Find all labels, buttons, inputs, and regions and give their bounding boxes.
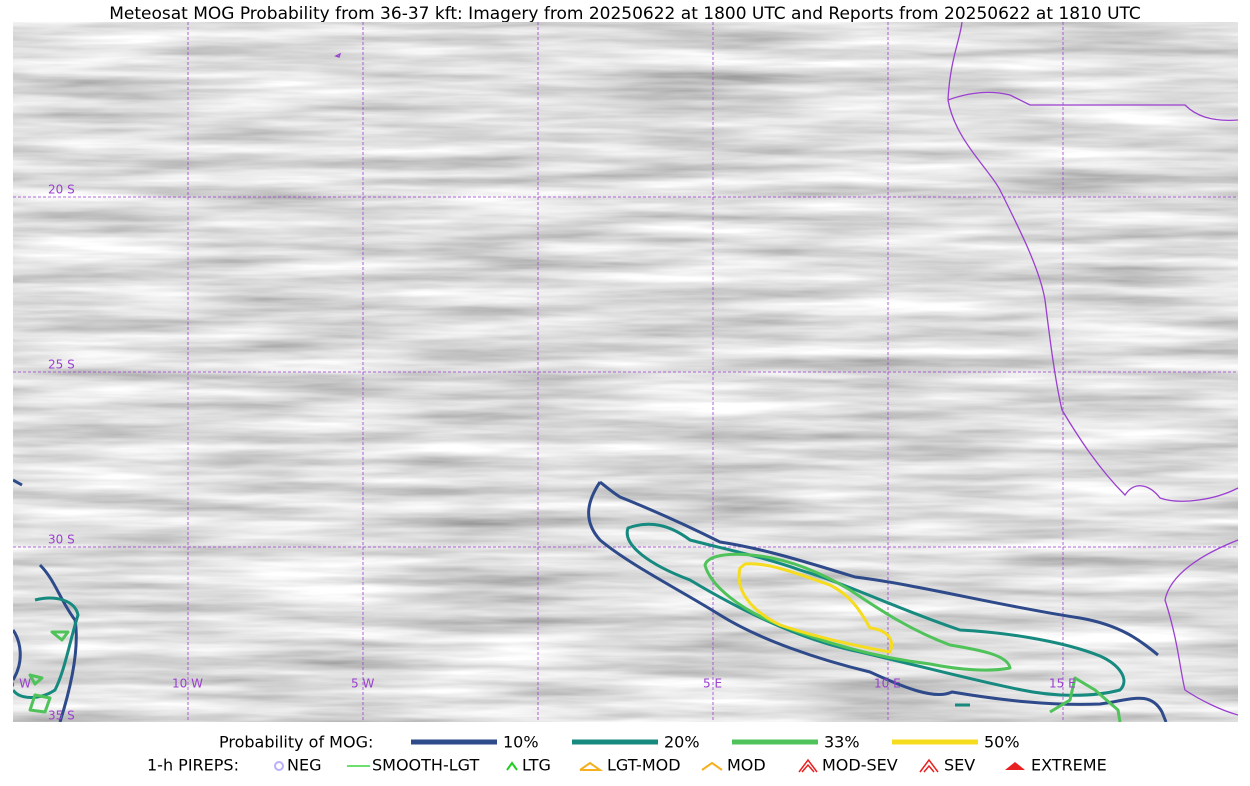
legend-title: 1-h PIREPS:: [147, 756, 239, 775]
graticule: [13, 22, 1238, 722]
legend-label: 20%: [664, 733, 700, 752]
legend: Probability of MOG: 10% 20% 33% 50% 1-h …: [147, 733, 1107, 775]
title: Meteosat MOG Probability from 36-37 kft:…: [109, 4, 1141, 24]
map: 20 S 25 S 30 S 35 S 15 W 10 W 5 W 5 E 10…: [0, 22, 1238, 723]
legend-label: 10%: [503, 733, 539, 752]
lat-label: 30 S: [48, 533, 75, 547]
lat-label: 25 S: [48, 358, 75, 372]
lon-label: 5 W: [351, 677, 374, 691]
legend-title: Probability of MOG:: [219, 733, 373, 752]
legend-label: EXTREME: [1031, 756, 1107, 775]
legend-label: LGT-MOD: [607, 756, 681, 775]
grid-labels: 20 S 25 S 30 S 35 S 15 W 10 W 5 W 5 E 10…: [0, 183, 1076, 723]
lat-label: 20 S: [48, 183, 75, 197]
lat-label: 35 S: [48, 709, 75, 723]
lon-label: 15 W: [0, 677, 31, 691]
legend-label: SEV: [944, 756, 975, 775]
legend-label: SMOOTH-LGT: [372, 756, 479, 775]
probability-contours: [13, 478, 1168, 722]
legend-label: 50%: [984, 733, 1020, 752]
lon-label: 10 E: [874, 677, 901, 691]
legend-label: NEG: [287, 756, 321, 775]
legend-label: 33%: [824, 733, 860, 752]
legend-label: LTG: [522, 756, 551, 775]
lon-label: 5 E: [703, 677, 722, 691]
lon-label: 15 E: [1049, 677, 1076, 691]
coastline: [334, 22, 1238, 716]
legend-label: MOD: [727, 756, 766, 775]
legend-label: MOD-SEV: [822, 756, 898, 775]
lon-label: 10 W: [172, 677, 203, 691]
